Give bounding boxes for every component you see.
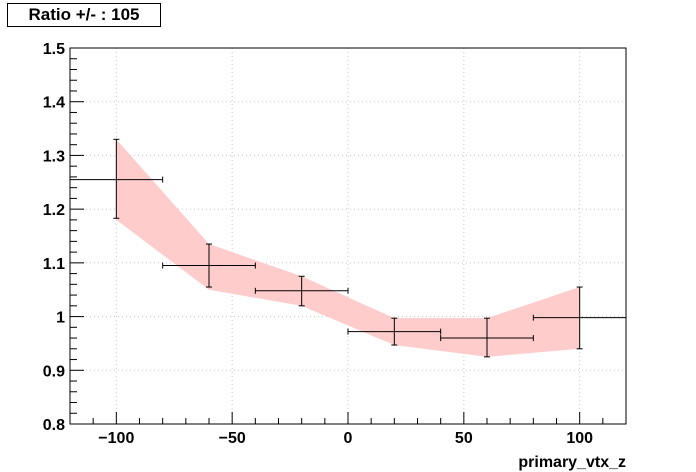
x-tick-label: −50 (219, 430, 246, 447)
data-point (347, 317, 442, 346)
y-tick-label: 0.8 (43, 417, 65, 434)
x-tick-label: −100 (98, 430, 134, 447)
y-tick-label: 1.4 (43, 95, 65, 112)
chart-title: Ratio +/- : 105 (7, 3, 161, 27)
x-tick-label: 0 (344, 430, 353, 447)
y-tick-label: 0.9 (43, 363, 65, 380)
axes: −100 −50 0 50 100 0.8 0.9 1 1.1 1.2 1.3 1.4 1.5 (43, 41, 627, 447)
y-tick-label: 1.2 (43, 202, 65, 219)
y-tick-label: 1.5 (43, 41, 65, 58)
data-point (162, 243, 256, 288)
x-tick-label: 50 (455, 430, 473, 447)
y-tick-label: 1 (56, 310, 65, 327)
data-points (69, 138, 627, 358)
y-tick-label: 1.1 (43, 256, 65, 273)
x-tick-label: 100 (566, 430, 593, 447)
y-tick-label: 1.3 (43, 148, 65, 165)
data-point (254, 275, 349, 307)
data-point (440, 317, 534, 358)
x-axis-title: primary_vtx_z (518, 454, 626, 471)
